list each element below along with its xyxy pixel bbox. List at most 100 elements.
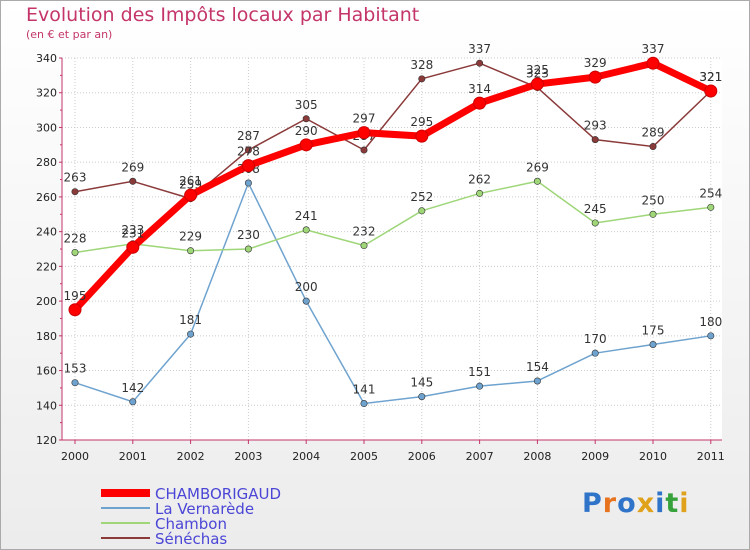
logo-letter-4: i: [655, 488, 666, 519]
x-tick-label-2003: 2003: [234, 450, 262, 463]
data-label-3-2001: 269: [121, 160, 144, 174]
data-point-0-2001: [126, 240, 140, 254]
data-point-2-2006: [418, 207, 426, 215]
data-label-2-2009: 245: [584, 202, 607, 216]
data-label-2-2007: 262: [468, 172, 491, 186]
data-label-2-2004: 241: [295, 209, 318, 223]
data-point-0-2011: [704, 84, 718, 98]
data-label-0-2009: 329: [584, 56, 607, 70]
data-label-0-2008: 325: [526, 63, 549, 77]
data-point-0-2009: [588, 70, 602, 84]
legend-label-2: Chambon: [155, 515, 227, 533]
data-point-1-2003: [244, 179, 252, 187]
data-label-1-2008: 154: [526, 360, 549, 374]
axes: 120 140 160 180 200 220 240 260 280 300 320 340 2000…: [36, 52, 725, 463]
x-tick-label-2000: 2000: [61, 450, 89, 463]
y-tick-label-300: 300: [36, 121, 57, 134]
data-label-3-2009: 293: [584, 119, 607, 133]
data-label-1-2009: 170: [584, 332, 607, 346]
logo-letter-5: t: [665, 488, 680, 519]
series-line-1: [74, 182, 712, 405]
y-tick-label-140: 140: [36, 399, 57, 412]
data-label-3-2011: 321: [699, 70, 722, 84]
data-point-3-2000: [71, 188, 79, 196]
data-label-1-2000: 153: [64, 362, 87, 376]
series-line-3: [74, 62, 712, 200]
data-point-2-2010: [649, 210, 657, 218]
data-label-1-2002: 181: [179, 313, 202, 327]
data-point-1-2010: [649, 340, 657, 348]
series-1: 153142181268200141145151154170175180: [64, 162, 722, 408]
series-line-0: [71, 59, 715, 314]
data-point-1-2009: [591, 349, 599, 357]
logo-letter-6: i: [679, 488, 690, 519]
data-point-2-2007: [476, 189, 484, 197]
x-tick-label-2007: 2007: [466, 450, 494, 463]
data-label-2-2006: 252: [410, 190, 433, 204]
data-label-2-2002: 229: [179, 230, 202, 244]
x-tick-label-2011: 2011: [697, 450, 725, 463]
y-tick-label-160: 160: [36, 365, 57, 378]
series-line-2: [74, 180, 712, 254]
data-point-1-2007: [476, 382, 484, 390]
data-label-2-2003: 230: [237, 228, 260, 242]
data-point-0-2006: [415, 129, 429, 143]
data-label-1-2010: 175: [642, 324, 665, 338]
proxiti-logo: Proxiti: [582, 488, 690, 519]
legend-label-0: CHAMBORIGAUD: [155, 485, 281, 503]
data-point-1-2006: [418, 393, 426, 401]
data-point-0-2007: [473, 96, 487, 110]
x-tick-label-2008: 2008: [523, 450, 551, 463]
data-label-0-2001: 231: [121, 226, 144, 240]
data-label-3-2008: 323: [526, 67, 549, 81]
data-label-1-2007: 151: [468, 365, 491, 379]
series-layer: 1531421812682001411451511541701751802282…: [64, 42, 722, 408]
data-label-1-2011: 180: [699, 315, 722, 329]
data-point-0-2008: [530, 77, 544, 91]
data-point-3-2009: [591, 136, 599, 144]
logo-letter-0: P: [582, 488, 603, 519]
data-label-2-2010: 250: [642, 193, 665, 207]
logo-letter-2: o: [617, 488, 637, 519]
y-tick-label-200: 200: [36, 295, 57, 308]
data-point-3-2007: [476, 59, 484, 67]
data-label-0-2010: 337: [642, 42, 665, 56]
x-tick-label-2010: 2010: [639, 450, 667, 463]
y-tick-label-260: 260: [36, 191, 57, 204]
data-label-3-2002: 259: [179, 178, 202, 192]
y-tick-label-220: 220: [36, 260, 57, 273]
data-point-0-2005: [357, 126, 371, 140]
data-point-2-2011: [707, 203, 715, 211]
data-point-2-2009: [591, 219, 599, 227]
data-point-3-2010: [649, 143, 657, 151]
data-point-1-2002: [187, 330, 195, 338]
data-point-1-2000: [71, 379, 79, 387]
series-0: 195 231 261 278 290 297 295 314 325 329 337 321: [64, 42, 722, 317]
data-label-2-2005: 232: [353, 225, 376, 239]
y-tick-label-180: 180: [36, 330, 57, 343]
data-point-1-2008: [533, 377, 541, 385]
data-point-3-2006: [418, 75, 426, 83]
data-label-3-2000: 263: [64, 171, 87, 185]
data-point-3-2001: [129, 177, 137, 185]
data-point-3-2004: [302, 115, 310, 123]
data-point-1-2011: [707, 332, 715, 340]
series-2: 228 233 229 230 241 232 252 262 269 245 250 254: [64, 160, 722, 256]
data-label-3-2007: 337: [468, 42, 491, 56]
logo-letter-3: x: [636, 488, 656, 519]
data-label-0-2007: 314: [468, 82, 491, 96]
data-point-1-2005: [360, 400, 368, 408]
chart-title: Evolution des Impôts locaux par Habitant: [26, 4, 420, 26]
x-tick-label-2002: 2002: [177, 450, 205, 463]
data-point-2-2008: [533, 177, 541, 185]
data-label-0-2005: 297: [353, 112, 376, 126]
data-point-0-2000: [68, 303, 82, 317]
data-label-2-2011: 254: [699, 186, 722, 200]
x-tick-label-2005: 2005: [350, 450, 378, 463]
data-label-3-2003: 287: [237, 129, 260, 143]
legend-label-1: La Vernarède: [155, 500, 254, 518]
data-point-2-2004: [302, 226, 310, 234]
data-label-0-2002: 261: [179, 174, 202, 188]
data-point-1-2001: [129, 398, 137, 406]
